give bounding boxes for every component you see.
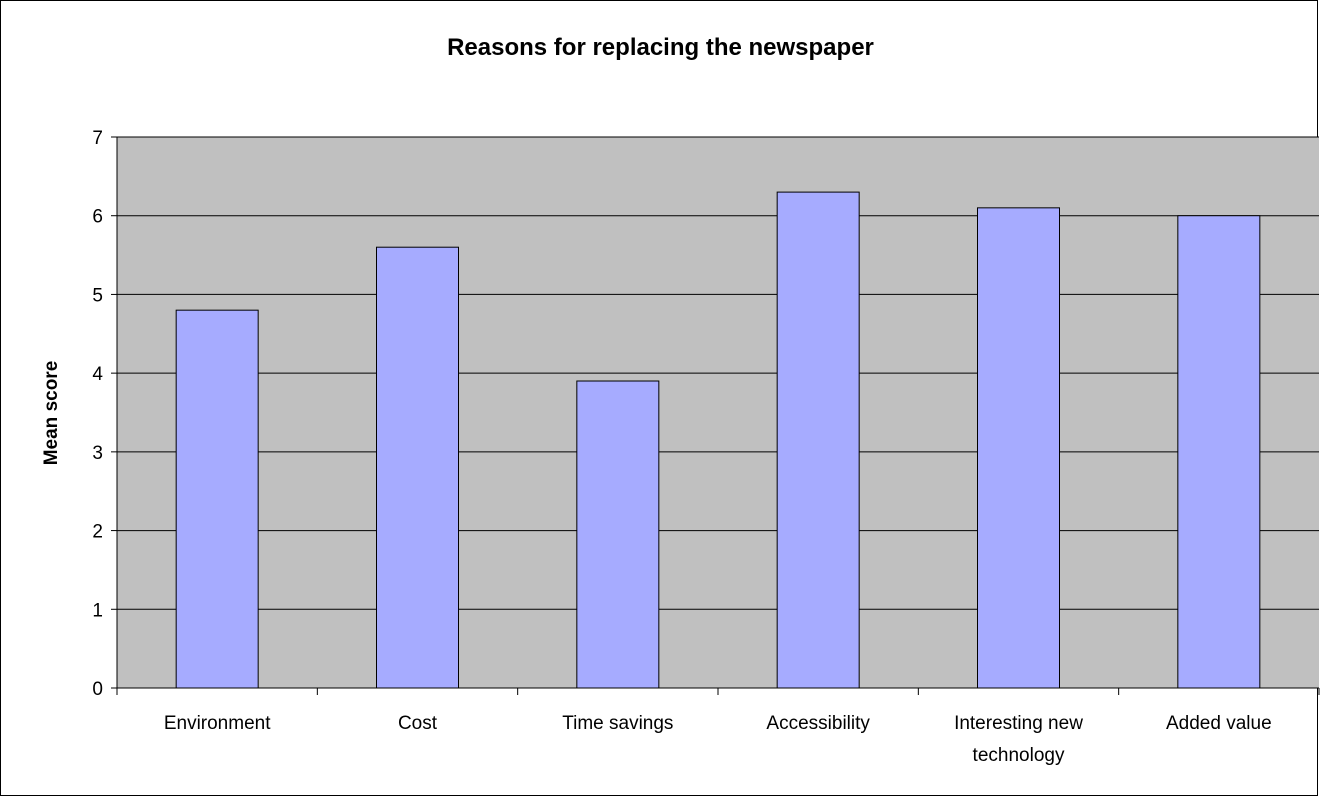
gridlines bbox=[117, 136, 1319, 610]
x-tick-label: Cost bbox=[398, 713, 438, 734]
axes bbox=[111, 136, 1320, 695]
y-tick-label: 4 bbox=[92, 364, 103, 385]
y-tick-label: 3 bbox=[92, 443, 103, 464]
bar bbox=[576, 380, 660, 689]
y-tick-label: 6 bbox=[92, 207, 103, 228]
y-tick-label: 1 bbox=[92, 600, 103, 621]
bar bbox=[1177, 215, 1261, 689]
bar bbox=[776, 191, 860, 689]
y-tick-label: 2 bbox=[92, 522, 103, 543]
x-tick-label: Time savings bbox=[562, 713, 673, 734]
bar bbox=[175, 309, 259, 689]
plot-area bbox=[117, 137, 1319, 688]
y-tick-label: 0 bbox=[92, 679, 103, 700]
x-tick-label: Accessibility bbox=[766, 713, 870, 734]
x-tick-label: technology bbox=[973, 745, 1065, 766]
x-tick-label: Interesting new bbox=[954, 713, 1083, 734]
y-tick-label: 5 bbox=[92, 285, 103, 306]
x-tick-label: Environment bbox=[164, 713, 271, 734]
x-tick-labels: Environment Cost Time savings Accessibility… bbox=[164, 713, 1272, 766]
x-tick-label: Added value bbox=[1166, 713, 1272, 734]
bar bbox=[376, 246, 459, 689]
chart-title: Reasons for replacing the newspaper bbox=[447, 34, 874, 61]
bar bbox=[977, 207, 1060, 689]
y-tick-labels: 0 1 2 3 4 5 6 7 bbox=[92, 128, 103, 700]
y-tick-label: 7 bbox=[92, 128, 103, 149]
